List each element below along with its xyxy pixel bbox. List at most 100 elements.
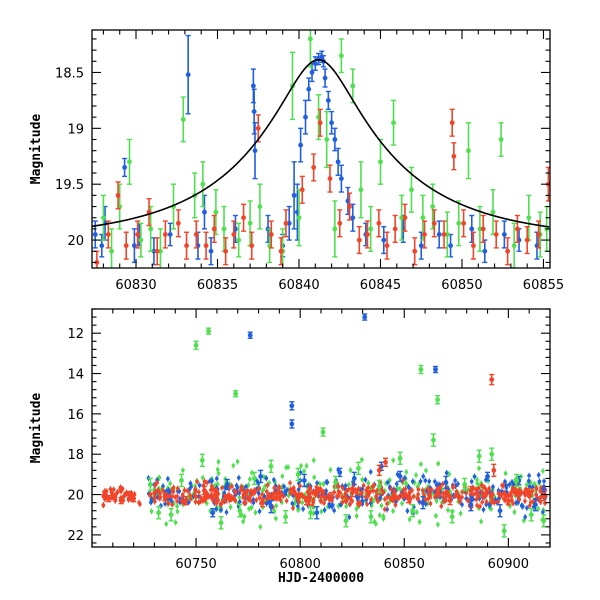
dense-point	[204, 501, 209, 505]
dense-point	[195, 479, 199, 484]
dense-point	[407, 490, 412, 495]
dense-point	[363, 477, 368, 482]
dense-point	[391, 509, 395, 513]
dense-point	[286, 465, 290, 469]
data-point	[376, 484, 382, 489]
data-point	[309, 70, 315, 75]
dense-point	[381, 490, 386, 495]
data-point	[127, 492, 132, 497]
dense-point	[466, 498, 470, 503]
dense-point	[460, 495, 464, 500]
data-point	[268, 463, 274, 469]
dense-point	[439, 504, 444, 508]
data-point	[289, 403, 295, 409]
dense-point	[406, 485, 411, 489]
dense-point	[149, 509, 154, 514]
x-tick-label: 60845	[360, 278, 401, 293]
dense-point	[181, 468, 185, 473]
data-point	[105, 232, 111, 237]
dense-point	[296, 504, 300, 508]
data-point	[222, 496, 228, 501]
data-point	[241, 215, 246, 221]
dense-point	[536, 506, 540, 511]
dense-point	[158, 495, 162, 500]
dense-point	[440, 482, 445, 486]
dense-point	[383, 507, 387, 512]
data-point	[180, 116, 186, 122]
dense-point	[358, 492, 363, 497]
dense-point	[480, 500, 484, 504]
dense-point	[456, 482, 460, 486]
dense-point	[428, 501, 433, 506]
dense-point	[402, 476, 407, 480]
data-point	[350, 83, 356, 89]
dense-point	[315, 493, 319, 497]
data-point	[526, 490, 532, 495]
dense-point	[330, 503, 335, 507]
dense-point	[321, 482, 326, 486]
dense-point	[216, 460, 221, 464]
data-point	[456, 220, 462, 226]
dense-point	[261, 489, 265, 493]
data-point	[402, 215, 408, 221]
dense-point	[234, 491, 238, 495]
dense-point	[153, 483, 158, 487]
dense-point	[311, 500, 316, 505]
data-point	[295, 471, 301, 477]
data-point	[468, 488, 474, 493]
dense-point	[492, 500, 497, 505]
x-tick-label: 60800	[280, 557, 321, 572]
data-point	[101, 215, 106, 221]
data-point	[515, 226, 520, 232]
data-point	[184, 243, 189, 249]
dense-point	[298, 484, 302, 488]
dense-point	[189, 485, 193, 489]
dense-point	[354, 494, 359, 499]
data-point	[482, 248, 488, 254]
dense-point	[297, 492, 302, 496]
dense-point	[322, 508, 327, 512]
dense-point	[436, 482, 440, 487]
data-point	[376, 467, 382, 473]
dense-point	[444, 498, 448, 503]
data-point	[362, 314, 368, 320]
dense-point	[393, 503, 398, 507]
data-point	[420, 215, 426, 221]
dense-point	[383, 497, 387, 501]
dense-point	[455, 494, 460, 498]
dense-point	[444, 471, 449, 475]
data-point	[175, 220, 181, 226]
data-point	[147, 482, 153, 487]
bottom-panel: 60750 60800 60850 60900 12 14 16 18 20 22 Magnitu…	[29, 308, 551, 586]
x-tick-label: 60830	[115, 278, 156, 293]
data-point	[501, 528, 507, 534]
dense-point	[251, 500, 256, 505]
dense-point	[198, 495, 203, 500]
data-point	[406, 496, 411, 501]
dense-point	[368, 470, 373, 474]
dense-point	[394, 482, 399, 486]
data-point	[258, 474, 264, 479]
dense-point	[272, 477, 276, 482]
dense-point	[366, 485, 371, 490]
dense-point	[476, 494, 481, 499]
dense-point	[348, 502, 352, 507]
data-point	[430, 204, 436, 209]
dense-point	[526, 479, 531, 483]
dense-point	[527, 484, 532, 489]
dense-point	[299, 464, 303, 468]
data-point	[289, 421, 295, 427]
data-point	[497, 508, 503, 514]
data-point	[236, 237, 242, 243]
y-tick-label: 12	[67, 327, 84, 342]
dense-point	[111, 487, 116, 492]
data-point	[347, 204, 352, 209]
dense-point	[245, 488, 250, 493]
dense-point	[407, 517, 412, 522]
dense-point	[257, 486, 261, 491]
dense-point	[318, 488, 322, 493]
dense-point	[510, 480, 514, 484]
dense-point	[436, 522, 440, 527]
dense-point	[282, 484, 286, 489]
dense-point	[166, 477, 170, 481]
